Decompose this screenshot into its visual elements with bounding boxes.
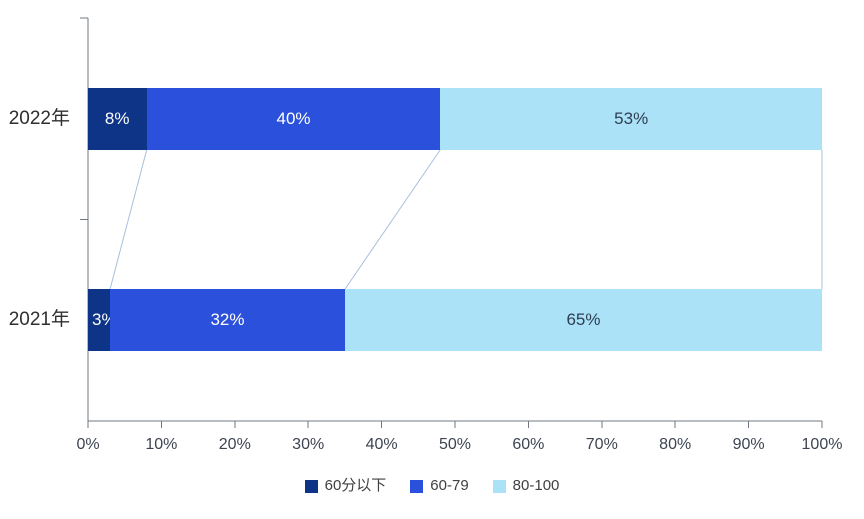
- legend-label: 60分以下: [324, 477, 387, 494]
- category-label: 2022年: [8, 107, 70, 129]
- category-label: 2021年: [8, 309, 70, 331]
- bar-segment: [440, 87, 822, 150]
- bar-segment-label: 8%: [104, 108, 130, 128]
- x-tick-label: 40%: [365, 436, 398, 453]
- x-tick-label: 80%: [659, 436, 692, 453]
- x-tick-label: 70%: [585, 436, 618, 453]
- legend-label: 80-100: [512, 477, 560, 494]
- legend-item: 60-79: [410, 477, 469, 495]
- bar-segment: [146, 87, 441, 150]
- x-tick-label: 10%: [145, 436, 178, 453]
- legend-swatch-icon: [492, 479, 506, 493]
- legend-item: 80-100: [492, 477, 560, 495]
- bar-segment: [88, 87, 147, 150]
- bar-segment: [344, 289, 822, 352]
- x-tick-label: 90%: [732, 436, 765, 453]
- x-tick-label: 0%: [76, 436, 100, 453]
- legend-item: 60分以下: [304, 477, 387, 495]
- x-tick-label: 30%: [292, 436, 325, 453]
- x-tick-label: 100%: [801, 436, 843, 453]
- x-tick-label: 50%: [438, 436, 472, 453]
- bar-segment: [88, 289, 111, 352]
- legend: 60分以下 60-79 80-100: [0, 477, 864, 495]
- legend-label: 60-79: [430, 477, 469, 494]
- series-connector-line: [344, 149, 441, 290]
- x-tick-label: 20%: [218, 436, 251, 453]
- bar-segment-label: 65%: [566, 310, 601, 330]
- bar-segment-label: 53%: [614, 108, 649, 128]
- bar-segment-label: 32%: [210, 310, 245, 330]
- legend-swatch-icon: [304, 479, 318, 493]
- bar-segment: [110, 289, 345, 352]
- legend-swatch-icon: [410, 479, 424, 493]
- bar-segment-label: 40%: [276, 108, 311, 128]
- series-connector-line: [109, 149, 148, 290]
- x-tick-label: 60%: [512, 436, 545, 453]
